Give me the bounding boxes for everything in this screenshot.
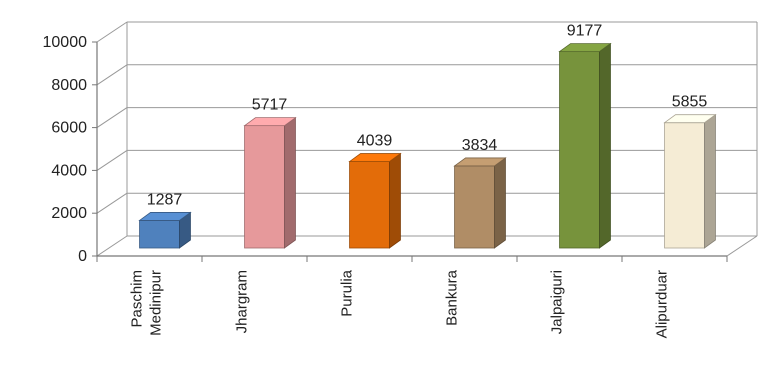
category-label: Purulia: [339, 269, 356, 316]
category-label-line: Alipurduar: [654, 270, 671, 338]
bar-front: [244, 125, 285, 249]
bar-top: [138, 212, 192, 221]
category-label-line: Bankura: [444, 269, 461, 326]
labels-layer: 0 2000 4000 6000 8000 10000 1287 Paschim Medinip…: [43, 23, 708, 339]
floor-right-edge: [726, 235, 758, 257]
data-label: 5717: [252, 97, 288, 114]
category-label: Paschim Medinipur: [129, 270, 165, 336]
bar-side: [704, 113, 716, 249]
category-label: Alipurduar: [654, 270, 671, 338]
bar-front: [349, 161, 390, 249]
gridline-left-5: [96, 21, 128, 43]
grid-layer: [92, 21, 758, 262]
gridline-left-1: [96, 192, 128, 214]
category-label-line: Purulia: [339, 269, 356, 316]
bar-4: [453, 157, 507, 249]
bar-side: [284, 116, 296, 249]
category-label-line: Medinipur: [148, 270, 165, 336]
data-label: 5855: [672, 94, 708, 111]
bar-2: [243, 116, 297, 249]
gridline-left-3: [96, 107, 128, 129]
bar-3: [348, 152, 402, 249]
y-tick-label: 2000: [51, 205, 87, 222]
bar-1: [138, 211, 192, 249]
category-label: Bankura: [444, 269, 461, 326]
bar-front: [454, 165, 495, 249]
category-label-line: Jhargram: [234, 270, 251, 333]
category-label-line: Paschim: [129, 270, 146, 328]
y-tick-label: 6000: [51, 120, 87, 137]
gridline-left-0: [96, 235, 128, 257]
bar-side: [494, 157, 506, 249]
bar-front: [559, 51, 600, 249]
y-tick-label: 4000: [51, 162, 87, 179]
bar-5: [558, 42, 612, 249]
y-tick-label: 10000: [43, 34, 88, 51]
category-label: Jhargram: [234, 270, 251, 333]
bar-top: [663, 114, 717, 124]
data-label: 4039: [357, 133, 393, 150]
gridline-left-4: [96, 64, 128, 86]
data-label: 9177: [567, 23, 603, 40]
gridline-left-2: [96, 149, 128, 171]
category-label-line: Jalpaiguri: [549, 270, 566, 334]
category-label: Jalpaiguri: [549, 270, 566, 334]
bars-layer: [138, 42, 717, 249]
y-tick-label: 8000: [51, 77, 87, 94]
bar-side: [389, 152, 401, 249]
bar-front: [664, 122, 705, 249]
bar-top: [348, 153, 402, 162]
data-label: 3834: [462, 137, 498, 154]
bar-top: [453, 157, 507, 167]
bar-side: [599, 42, 611, 249]
bar-6: [663, 113, 717, 249]
bar-top: [243, 117, 297, 127]
y-tick-label: 0: [78, 248, 87, 265]
data-label: 1287: [147, 191, 183, 208]
bar-front: [139, 220, 180, 249]
bar-top: [558, 43, 612, 53]
